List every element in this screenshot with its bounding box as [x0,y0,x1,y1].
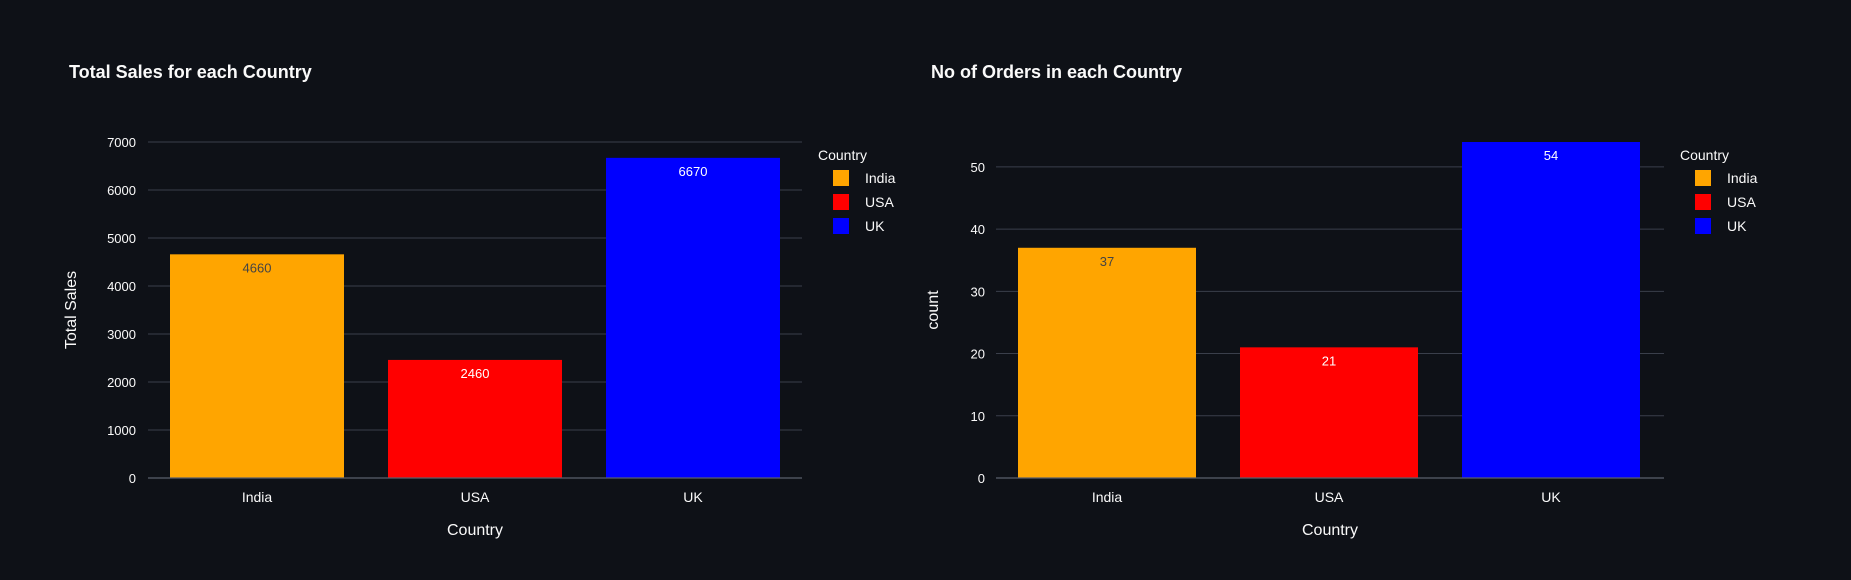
chart2-legend-swatch [1695,218,1711,234]
chart2-y-axis-title: count [925,290,942,330]
chart1-title: Total Sales for each Country [69,62,312,82]
chart1-data-label: 2460 [461,366,490,381]
chart1-bar-usa [388,359,562,478]
chart1-y-tick-label: 4000 [107,279,136,294]
chart1-y-tick-label: 7000 [107,135,136,150]
chart2-x-axis-title: Country [1302,522,1358,539]
chart1-bar-india [170,254,344,478]
chart2-title: No of Orders in each Country [931,62,1182,82]
chart2-legend-swatch [1695,170,1711,186]
chart2-y-tick-label: 50 [971,160,985,175]
chart2-data-label: 37 [1100,254,1114,269]
chart2-data-label: 21 [1322,353,1336,368]
chart1-legend-swatch [833,170,849,186]
chart1-x-axis-title: Country [447,522,503,539]
chart2-legend-label: India [1727,170,1758,186]
chart1-x-tick-label: UK [683,489,703,505]
chart2-x-tick-label: UK [1541,489,1561,505]
chart2-bar-india [1018,247,1196,478]
chart2-y-tick-label: 40 [971,222,985,237]
chart1-legend-label: UK [865,218,885,234]
chart2-y-tick-label: 30 [971,284,985,299]
chart1-y-tick-label: 0 [129,471,136,486]
chart1-y-tick-label: 3000 [107,327,136,342]
chart1-y-axis-title: Total Sales [63,271,80,349]
chart2-bar-uk [1462,142,1640,478]
chart1-data-label: 6670 [679,164,708,179]
chart1-x-tick-label: USA [461,489,490,505]
chart2-bar-usa [1240,347,1418,478]
chart1-legend-swatch [833,194,849,210]
chart1-legend-label: USA [865,194,894,210]
chart1-legend-swatch [833,218,849,234]
chart1-y-tick-label: 6000 [107,183,136,198]
chart1-y-tick-label: 1000 [107,423,136,438]
chart2-legend-label: UK [1727,218,1747,234]
chart2-y-tick-label: 10 [971,409,985,424]
chart2-y-tick-label: 20 [971,347,985,362]
chart2-data-label: 54 [1544,148,1558,163]
chart2-legend-label: USA [1727,194,1756,210]
chart2-legend-swatch [1695,194,1711,210]
chart1-y-tick-label: 2000 [107,375,136,390]
chart1-data-label: 4660 [243,260,272,275]
chart2-legend-title: Country [1680,147,1729,163]
chart2-x-tick-label: USA [1315,489,1344,505]
chart1-legend-title: Country [818,147,867,163]
chart1-x-tick-label: India [242,489,273,505]
chart1-legend-label: India [865,170,896,186]
chart1-y-tick-label: 5000 [107,231,136,246]
chart2-x-tick-label: India [1092,489,1123,505]
chart2-y-tick-label: 0 [978,471,985,486]
chart1-bar-uk [606,157,780,478]
